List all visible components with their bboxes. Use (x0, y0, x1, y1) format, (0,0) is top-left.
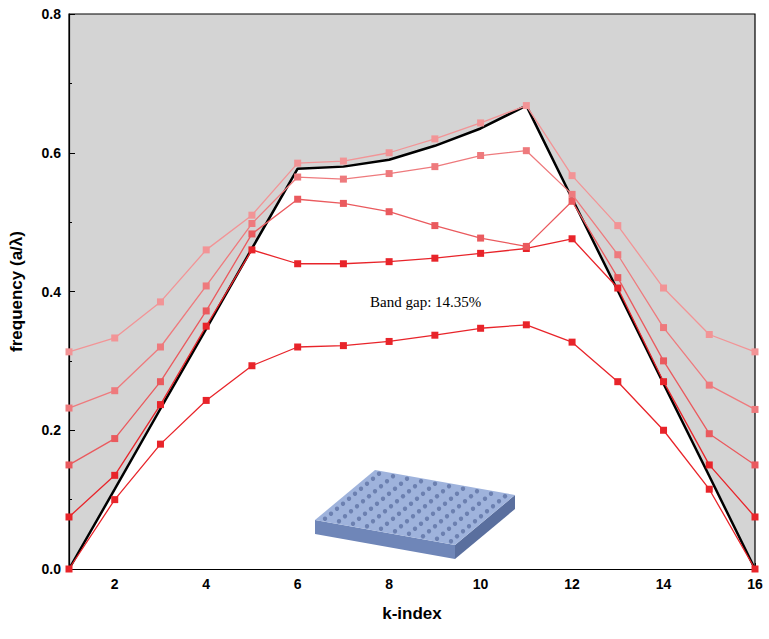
svg-text:0.0: 0.0 (42, 561, 62, 577)
svg-text:16: 16 (747, 576, 763, 592)
svg-text:0.8: 0.8 (42, 6, 62, 22)
svg-text:10: 10 (473, 576, 489, 592)
svg-text:8: 8 (385, 576, 393, 592)
svg-text:Band gap: 14.35%: Band gap: 14.35% (370, 294, 481, 310)
svg-text:frequency (a/λ): frequency (a/λ) (7, 231, 26, 352)
svg-text:0.6: 0.6 (42, 145, 62, 161)
svg-text:0.4: 0.4 (42, 284, 62, 300)
svg-text:k-index: k-index (382, 604, 442, 623)
svg-text:12: 12 (564, 576, 580, 592)
svg-text:2: 2 (111, 576, 119, 592)
svg-text:4: 4 (202, 576, 210, 592)
svg-text:6: 6 (294, 576, 302, 592)
svg-text:14: 14 (656, 576, 672, 592)
svg-text:0.2: 0.2 (42, 422, 62, 438)
